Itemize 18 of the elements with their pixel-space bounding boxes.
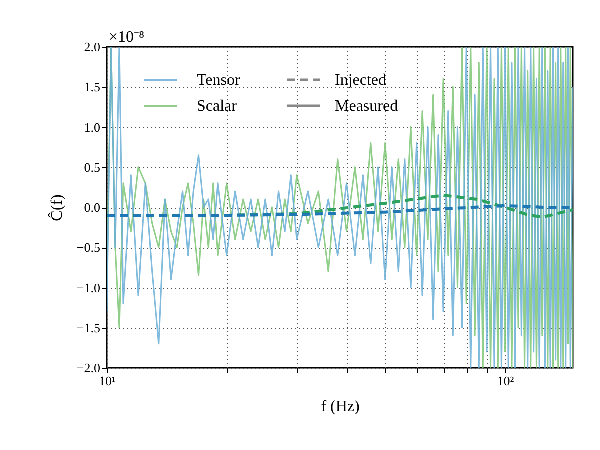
- y-tick-label: −0.5: [76, 240, 100, 256]
- y-tick-label: 1.0: [84, 120, 100, 135]
- y-tick-label: 1.5: [84, 80, 100, 95]
- x-axis-title: f (Hz): [321, 398, 360, 416]
- y-tick-label: 2.0: [84, 40, 100, 54]
- y-axis-title: Ĉ(f): [48, 194, 66, 222]
- y-tick-label: −1.0: [76, 280, 100, 296]
- legend-label: Tensor: [197, 72, 241, 89]
- y-tick-label: −2.0: [76, 360, 100, 376]
- y-tick-label: −1.5: [76, 320, 100, 336]
- legend-label: Scalar: [197, 98, 238, 115]
- text: ×10⁻⁸: [109, 29, 145, 46]
- annotation: Injected: [335, 72, 387, 89]
- x-tick-label: 10¹: [99, 374, 116, 388]
- annotation: Measured: [335, 98, 398, 115]
- y-tick-label: 0.5: [84, 160, 100, 175]
- x-tick-label: 10²: [497, 374, 514, 388]
- y-tick-label: 0.0: [84, 200, 100, 215]
